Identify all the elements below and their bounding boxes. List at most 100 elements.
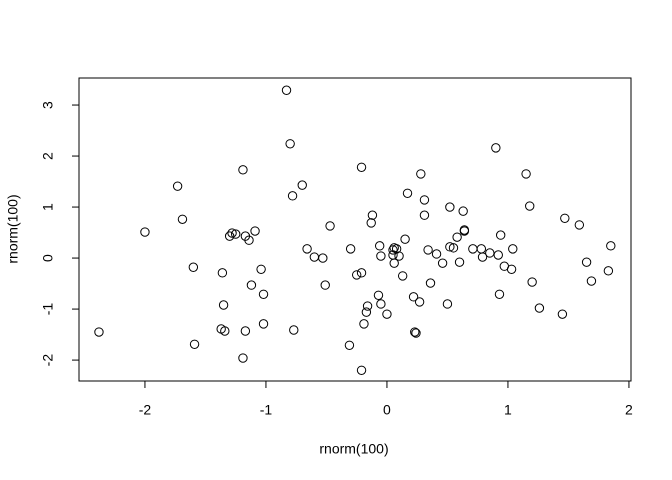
point	[493, 250, 503, 260]
point	[423, 245, 433, 255]
point	[94, 327, 104, 337]
point	[560, 213, 570, 223]
point	[574, 220, 585, 230]
x-tick-label: 1	[504, 402, 512, 418]
point	[356, 268, 367, 278]
y-tick-label: 0	[40, 254, 56, 262]
point	[389, 258, 399, 268]
point	[362, 301, 373, 311]
point	[297, 180, 307, 190]
point	[445, 202, 455, 212]
point	[408, 292, 419, 302]
point	[258, 319, 269, 329]
point	[250, 226, 260, 236]
point	[402, 188, 413, 198]
point	[220, 326, 230, 336]
point	[188, 262, 199, 272]
y-tick-label: 2	[40, 152, 56, 160]
point	[258, 289, 269, 299]
point	[397, 271, 408, 281]
point	[603, 266, 614, 276]
point	[477, 252, 488, 262]
point	[309, 252, 320, 262]
x-axis-label: rnorm(100)	[319, 441, 388, 457]
point	[189, 339, 200, 349]
point	[227, 228, 237, 238]
y-tick-label: -2	[40, 354, 56, 367]
point	[366, 218, 376, 228]
point	[491, 143, 501, 153]
point	[419, 210, 430, 220]
point	[521, 169, 531, 179]
point	[218, 300, 229, 310]
point	[224, 231, 235, 241]
point	[345, 244, 356, 254]
point	[172, 181, 183, 191]
point	[414, 297, 425, 307]
y-tick-label: 1	[40, 203, 56, 211]
point	[281, 85, 292, 95]
point	[382, 309, 392, 319]
point	[177, 214, 188, 224]
point	[238, 165, 248, 175]
point	[367, 210, 378, 220]
point	[320, 280, 330, 290]
y-tick-label: 3	[40, 101, 56, 109]
point	[452, 232, 462, 242]
point	[217, 268, 228, 278]
point	[285, 139, 295, 149]
point	[318, 253, 328, 263]
plot-box	[78, 77, 632, 382]
point	[376, 299, 386, 309]
point	[400, 234, 410, 244]
point	[508, 244, 518, 254]
point	[586, 276, 597, 286]
point	[240, 326, 251, 336]
point	[230, 229, 241, 239]
y-axis-label: rnorm(100)	[5, 194, 21, 263]
point	[351, 270, 362, 280]
point	[416, 169, 426, 179]
point	[373, 290, 384, 301]
point	[445, 242, 455, 252]
point	[394, 251, 404, 261]
point	[476, 244, 487, 254]
point	[442, 299, 453, 309]
point	[425, 278, 436, 288]
point	[485, 248, 495, 258]
point	[374, 241, 385, 251]
point	[411, 328, 421, 338]
point	[289, 325, 299, 335]
point	[458, 206, 468, 216]
point	[448, 243, 459, 253]
point	[419, 195, 430, 205]
point	[140, 227, 150, 237]
point	[391, 244, 402, 254]
point	[410, 327, 420, 337]
point	[356, 162, 367, 172]
point	[431, 249, 442, 259]
point	[244, 235, 254, 245]
point	[325, 221, 335, 231]
point	[287, 191, 298, 201]
point	[468, 244, 478, 254]
x-tick-label: -2	[139, 402, 152, 418]
point	[581, 257, 592, 267]
point	[256, 264, 266, 274]
point	[459, 225, 470, 235]
point	[361, 307, 372, 317]
x-tick-label: 0	[383, 402, 391, 418]
point	[356, 365, 367, 375]
x-tick-label: 2	[625, 402, 633, 418]
y-tick-label: -1	[40, 303, 56, 316]
point	[606, 241, 616, 251]
point	[238, 353, 248, 363]
point	[437, 258, 448, 268]
point	[506, 264, 517, 274]
point	[454, 257, 465, 267]
point	[302, 244, 312, 254]
point	[525, 201, 535, 211]
point	[246, 280, 257, 290]
